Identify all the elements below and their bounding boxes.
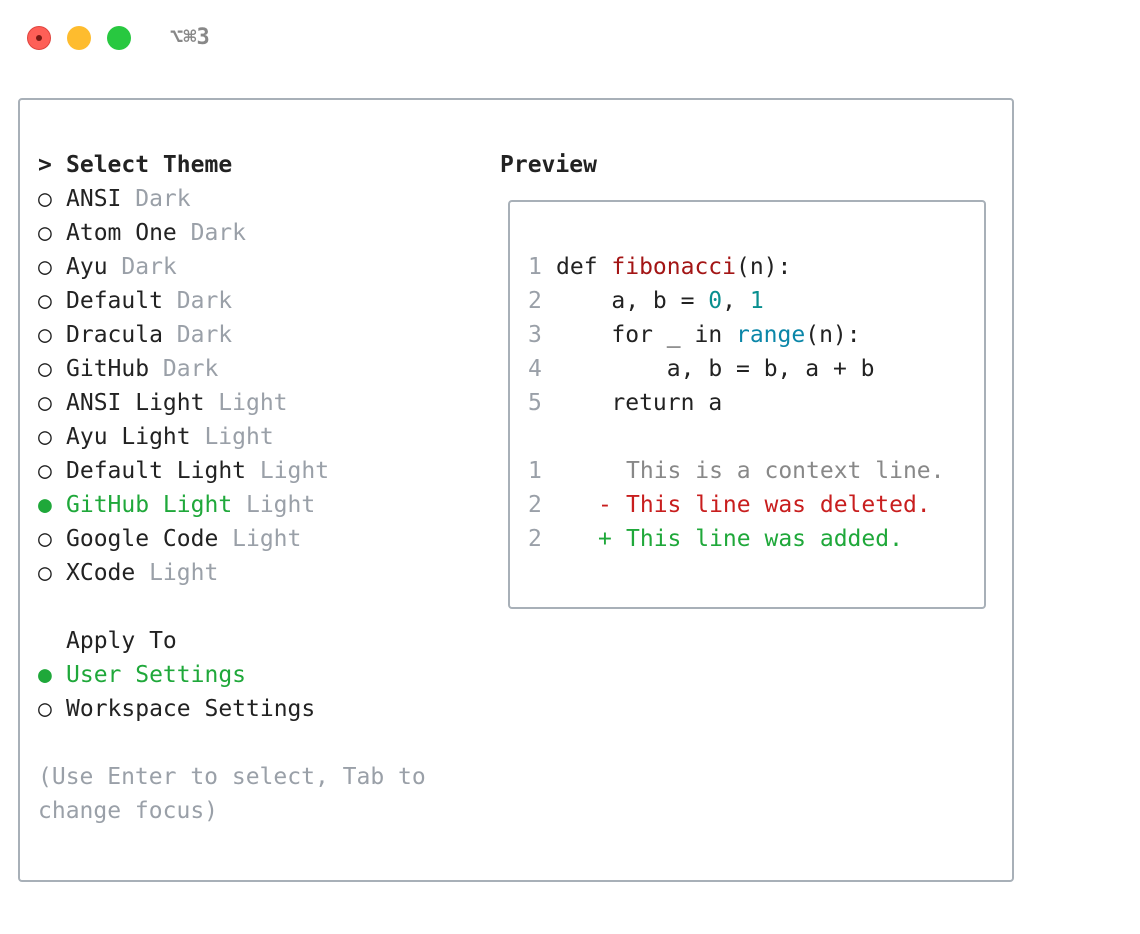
radio-marker[interactable]: ○	[38, 186, 52, 212]
code-token: ,	[722, 288, 750, 314]
code-token: def	[556, 254, 612, 280]
theme-variant[interactable]: Dark	[135, 186, 191, 212]
section-title: Apply To	[66, 628, 177, 654]
line-number: 1	[528, 254, 542, 280]
theme-variant[interactable]: Dark	[190, 220, 246, 246]
radio-marker[interactable]: ○	[38, 560, 52, 586]
prompt: >	[38, 152, 52, 178]
preview-box	[508, 200, 986, 609]
code-token: (n):	[735, 254, 792, 280]
help-text: change focus)	[38, 798, 219, 824]
minimize-button[interactable]	[67, 26, 91, 50]
theme-name[interactable]: GitHub Light	[66, 492, 233, 518]
zoom-button[interactable]	[107, 26, 131, 50]
code-token: (n):	[805, 322, 861, 348]
shortcut: ⌥⌘3	[170, 25, 210, 50]
diff-sign: -	[598, 492, 612, 518]
line-number: 1	[528, 458, 542, 484]
theme-variant[interactable]: Dark	[176, 322, 233, 348]
code-token: range	[735, 322, 806, 348]
code-token: for _ in	[556, 322, 737, 348]
theme-name[interactable]: XCode	[66, 560, 136, 586]
code-token: a, b =	[556, 288, 709, 314]
line-number: 3	[528, 322, 542, 348]
option-label[interactable]: Workspace Settings	[66, 696, 316, 722]
radio-marker[interactable]: ○	[38, 526, 52, 552]
radio-marker[interactable]: ○	[38, 322, 52, 348]
help-text: (Use Enter to select, Tab to	[38, 764, 426, 790]
radio-marker[interactable]: ○	[38, 220, 52, 246]
radio-marker[interactable]: ●	[38, 662, 52, 688]
line-number: 2	[528, 526, 542, 552]
theme-variant[interactable]: Light	[218, 390, 288, 416]
line-number: 2	[528, 288, 542, 314]
theme-name[interactable]: Atom One	[66, 220, 177, 246]
line-number: 4	[528, 356, 542, 382]
preview-title: Preview	[500, 152, 597, 178]
diff-text: This line was deleted.	[626, 492, 931, 518]
radio-marker[interactable]: ○	[38, 390, 52, 416]
line-number: 2	[528, 492, 542, 518]
theme-variant[interactable]: Light	[232, 526, 302, 552]
theme-name[interactable]: Google Code	[66, 526, 219, 552]
radio-marker[interactable]: ○	[38, 458, 52, 484]
line-number: 5	[528, 390, 542, 416]
theme-variant[interactable]: Dark	[121, 254, 177, 280]
diff-text: This is a context line.	[626, 458, 945, 484]
code-token: a, b = b, a + b	[556, 356, 875, 382]
theme-variant[interactable]: Dark	[176, 288, 233, 314]
code-token: 0	[708, 288, 723, 314]
code-token: fibonacci	[611, 254, 736, 280]
theme-name[interactable]: ANSI Light	[66, 390, 205, 416]
theme-variant[interactable]: Dark	[162, 356, 219, 382]
close-icon	[36, 35, 42, 41]
dialog	[18, 98, 1014, 882]
radio-marker[interactable]: ○	[38, 288, 52, 314]
radio-marker[interactable]: ○	[38, 356, 52, 382]
radio-marker[interactable]: ○	[38, 254, 52, 280]
theme-variant[interactable]: Light	[149, 560, 219, 586]
radio-marker[interactable]: ○	[38, 696, 52, 722]
theme-variant[interactable]: Light	[204, 424, 274, 450]
section-title: Select Theme	[66, 152, 233, 178]
code-token: 1	[749, 288, 764, 314]
theme-name[interactable]: Dracula	[66, 322, 163, 348]
diff-sign: +	[598, 526, 612, 552]
close-button[interactable]	[27, 26, 51, 50]
theme-name[interactable]: Default	[66, 288, 163, 314]
theme-name[interactable]: ANSI	[66, 186, 122, 212]
diff-text: This line was added.	[626, 526, 903, 552]
theme-variant[interactable]: Light	[245, 492, 316, 518]
option-label[interactable]: User Settings	[66, 662, 247, 688]
theme-variant[interactable]: Light	[259, 458, 330, 484]
radio-marker[interactable]: ●	[38, 492, 52, 518]
radio-marker[interactable]: ○	[38, 424, 52, 450]
theme-name[interactable]: Ayu Light	[66, 424, 191, 450]
code-token: return a	[556, 390, 723, 416]
theme-name[interactable]: Ayu	[66, 254, 108, 280]
theme-name[interactable]: GitHub	[66, 356, 150, 382]
theme-name[interactable]: Default Light	[66, 458, 247, 484]
